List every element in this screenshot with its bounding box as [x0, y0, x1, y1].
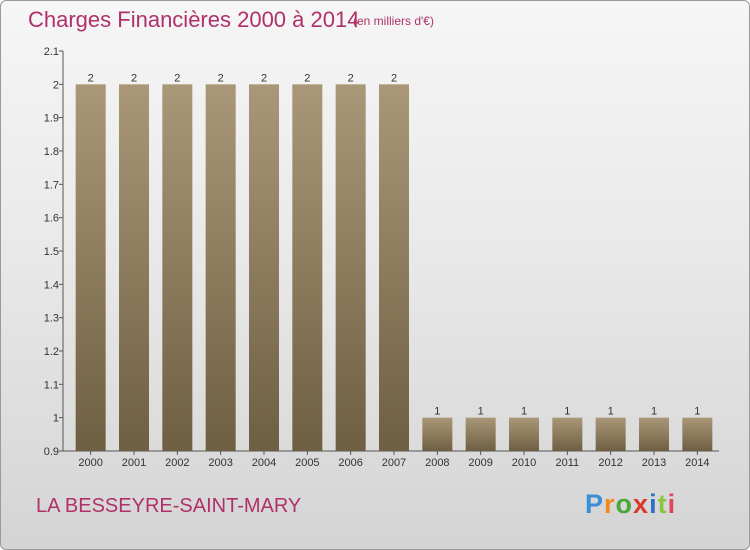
- y-tick-label: 1.8: [44, 146, 59, 158]
- y-tick-label: 1.4: [44, 279, 59, 291]
- x-tick-label-2008: 2008: [425, 457, 449, 469]
- bar-2009: [465, 417, 496, 451]
- y-tick-label: 1.9: [44, 113, 59, 125]
- data-label-2014: 1: [694, 406, 700, 418]
- y-tick-label: 0.9: [44, 446, 59, 458]
- x-tick-label-2009: 2009: [468, 457, 492, 469]
- data-label-2010: 1: [521, 406, 527, 418]
- bar-2007: [379, 84, 409, 451]
- y-tick-label: 1.6: [44, 213, 59, 225]
- x-tick-label-2005: 2005: [295, 457, 319, 469]
- data-label-2011: 1: [564, 406, 570, 418]
- y-tick-label: 2: [53, 79, 59, 91]
- data-label-2006: 2: [348, 72, 354, 84]
- bar-2010: [509, 417, 539, 451]
- bar-2013: [639, 417, 669, 451]
- y-tick-label: 1.7: [44, 179, 59, 191]
- proxiti-logo[interactable]: Proxiti: [585, 489, 677, 519]
- x-tick-label-2010: 2010: [512, 457, 536, 469]
- y-tick-label: 1: [53, 413, 59, 425]
- data-label-2009: 1: [478, 406, 484, 418]
- x-tick-label-2000: 2000: [78, 457, 102, 469]
- bar-2014: [682, 417, 713, 451]
- x-tick-label-2003: 2003: [208, 457, 232, 469]
- x-tick-label-2004: 2004: [252, 457, 276, 469]
- bar-2000: [75, 84, 106, 451]
- x-tick-label-2002: 2002: [165, 457, 189, 469]
- bar-2006: [335, 84, 366, 451]
- data-label-2001: 2: [131, 72, 137, 84]
- y-tick-label: 1.5: [44, 246, 59, 258]
- y-tick-label: 1.2: [44, 346, 59, 358]
- y-tick-label: 1.3: [44, 313, 59, 325]
- chart-title: Charges Financières 2000 à 2014: [28, 7, 360, 32]
- bar-2008: [422, 417, 453, 451]
- bar-2011: [552, 417, 583, 451]
- bars: [75, 84, 713, 451]
- x-tick-label-2001: 2001: [122, 457, 146, 469]
- data-label-2004: 2: [261, 72, 267, 84]
- data-label-2012: 1: [608, 406, 614, 418]
- bar-2012: [595, 417, 626, 451]
- x-tick-label-2011: 2011: [556, 457, 580, 469]
- y-tick-label: 2.1: [44, 46, 59, 58]
- x-tick-label-2013: 2013: [642, 457, 666, 469]
- data-label-2005: 2: [304, 72, 310, 84]
- bar-2001: [119, 84, 149, 451]
- data-label-2002: 2: [174, 72, 180, 84]
- chart-subtitle: (en milliers d'€): [353, 14, 434, 28]
- bar-2003: [205, 84, 236, 451]
- data-label-2003: 2: [218, 72, 224, 84]
- x-tick-label-2014: 2014: [685, 457, 709, 469]
- x-tick-label-2007: 2007: [382, 457, 406, 469]
- x-tick-label-2006: 2006: [338, 457, 362, 469]
- bar-2002: [162, 84, 193, 451]
- labels: 2 2000 2 2001 2 2002 2 2003 2 2004 2 2005 2 2006 2 2007…: [78, 72, 709, 469]
- commune-name: LA BESSEYRE-SAINT-MARY: [36, 495, 302, 517]
- data-label-2000: 2: [88, 72, 94, 84]
- x-tick-label-2012: 2012: [598, 457, 622, 469]
- bar-2004: [249, 84, 279, 451]
- data-label-2007: 2: [391, 72, 397, 84]
- bar-2005: [292, 84, 323, 451]
- data-label-2008: 1: [434, 406, 440, 418]
- data-label-2013: 1: [651, 406, 657, 418]
- y-tick-label: 1.1: [44, 379, 59, 391]
